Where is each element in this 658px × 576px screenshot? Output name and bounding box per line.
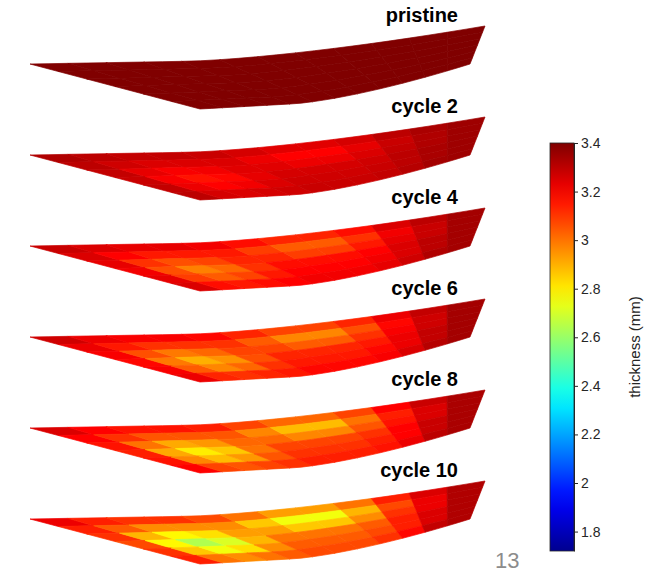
tick: 1.8 bbox=[574, 524, 601, 540]
tick-label: 2 bbox=[581, 475, 589, 491]
tick: 2.6 bbox=[574, 329, 601, 345]
surface-cell bbox=[397, 162, 425, 175]
surface-cell bbox=[422, 519, 447, 532]
tick-mark bbox=[574, 240, 578, 241]
figure: pristine cycle 2 cycle 4 cycle 6 cycle 8 cycl… bbox=[0, 0, 658, 576]
surface-cell bbox=[372, 532, 402, 544]
surface-cell bbox=[372, 77, 402, 89]
colorbar-axis: 1.8 2 2.2 2.4 2.6 2.8 3 3.2 3.4 bbox=[574, 135, 601, 552]
tick-mark bbox=[574, 337, 578, 338]
tick-mark bbox=[574, 532, 578, 533]
surface-cell bbox=[397, 435, 425, 448]
surface-cell bbox=[397, 526, 425, 539]
surface-cell bbox=[447, 513, 472, 526]
panel-labels: pristine cycle 2 cycle 4 cycle 6 cycle 8 cycl… bbox=[380, 4, 459, 481]
surfaces bbox=[30, 26, 485, 564]
tick-label: 2.6 bbox=[581, 329, 601, 345]
surface-cell bbox=[422, 337, 447, 350]
surface-cell bbox=[422, 155, 447, 168]
tick: 3.4 bbox=[574, 135, 601, 151]
tick-mark bbox=[574, 289, 578, 290]
surface-cell bbox=[447, 240, 472, 253]
tick-mark bbox=[574, 143, 578, 144]
tick-label: 1.8 bbox=[581, 524, 601, 540]
tick-mark bbox=[574, 434, 578, 435]
tick-label: 3 bbox=[581, 232, 589, 248]
surface-cell bbox=[447, 331, 472, 344]
tick-label: 2.4 bbox=[581, 378, 601, 394]
tick-mark bbox=[574, 483, 578, 484]
colorbar-axis-line bbox=[574, 144, 575, 552]
surface-cell bbox=[422, 246, 447, 259]
panel-title: cycle 10 bbox=[380, 459, 458, 481]
surface-cell bbox=[447, 422, 472, 435]
tick-label: 3.4 bbox=[581, 135, 601, 151]
panel-title: pristine bbox=[386, 4, 458, 26]
surface bbox=[30, 481, 485, 564]
panel-title: cycle 8 bbox=[391, 368, 458, 390]
surface-cell bbox=[447, 149, 472, 162]
panel-title: cycle 2 bbox=[391, 95, 458, 117]
panel-title: cycle 6 bbox=[391, 277, 458, 299]
colorbar-title: thickness (mm) bbox=[626, 296, 643, 398]
surface-cell bbox=[397, 71, 425, 84]
tick-mark bbox=[574, 386, 578, 387]
colorbar-ramp bbox=[550, 143, 574, 551]
surface-cell bbox=[422, 64, 447, 77]
surface-cell bbox=[372, 168, 402, 180]
tick: 3.2 bbox=[574, 184, 601, 200]
tick-label: 3.2 bbox=[581, 184, 601, 200]
surface-cell bbox=[397, 253, 425, 266]
surface-cell bbox=[372, 259, 402, 271]
tick-label: 2.2 bbox=[581, 426, 601, 442]
tick-label: 2.8 bbox=[581, 281, 601, 297]
surface-cell bbox=[372, 441, 402, 453]
tick: 2.2 bbox=[574, 426, 601, 442]
tick: 2.8 bbox=[574, 281, 601, 297]
page-number: 13 bbox=[495, 548, 519, 573]
surface-cell bbox=[422, 428, 447, 441]
tick: 3 bbox=[574, 232, 589, 248]
tick: 2 bbox=[574, 475, 589, 491]
surface-cell bbox=[372, 350, 402, 362]
surface-cell bbox=[447, 58, 472, 71]
tick: 2.4 bbox=[574, 378, 601, 394]
panel-title: cycle 4 bbox=[391, 186, 459, 208]
surface-cell bbox=[397, 344, 425, 357]
tick-mark bbox=[574, 192, 578, 193]
colorbar: 1.8 2 2.2 2.4 2.6 2.8 3 3.2 3.4 thickness (mm) bbox=[550, 135, 643, 552]
